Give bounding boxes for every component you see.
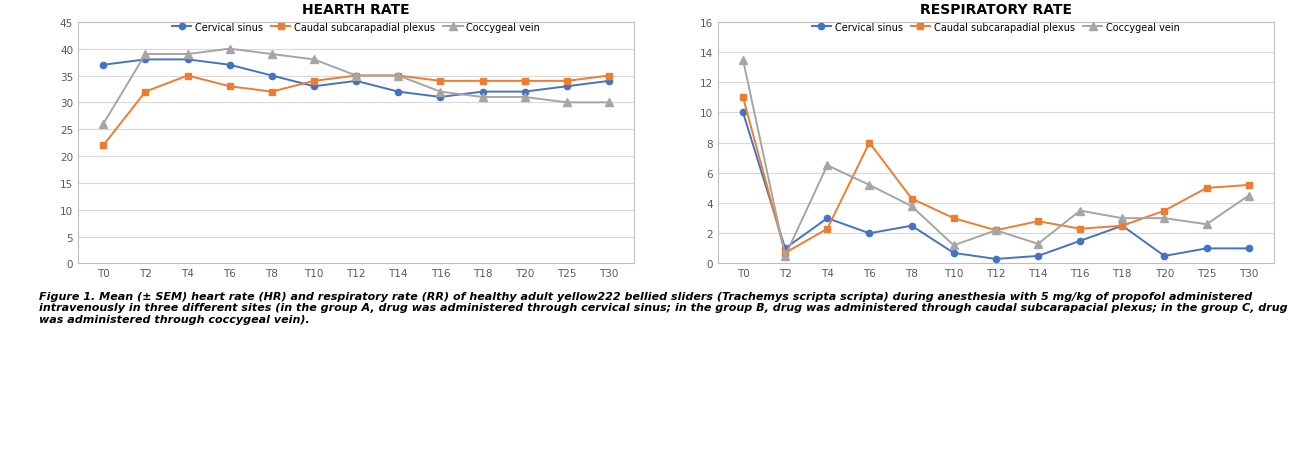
Cervical sinus — [1030, 253, 1045, 259]
Caudal subcarapadial plexus — [517, 79, 533, 85]
Cervical sinus — [601, 79, 616, 85]
Cervical sinus — [95, 63, 110, 68]
Cervical sinus — [222, 63, 238, 68]
Cervical sinus — [517, 90, 533, 95]
Line: Cervical sinus: Cervical sinus — [740, 110, 1252, 263]
Text: Figure 1. Mean (± SEM) heart rate (HR) and respiratory rate (RR) of healthy adul: Figure 1. Mean (± SEM) heart rate (HR) a… — [39, 291, 1287, 324]
Coccygeal vein — [474, 95, 490, 101]
Cervical sinus — [988, 257, 1004, 262]
Cervical sinus — [307, 84, 322, 90]
Caudal subcarapadial plexus — [95, 143, 110, 149]
Cervical sinus — [862, 231, 878, 237]
Coccygeal vein — [1072, 208, 1088, 214]
Caudal subcarapadial plexus — [862, 141, 878, 146]
Coccygeal vein — [390, 74, 406, 79]
Legend: Cervical sinus, Caudal subcarapadial plexus, Coccygeal vein: Cervical sinus, Caudal subcarapadial ple… — [172, 23, 541, 33]
Coccygeal vein — [601, 101, 616, 106]
Cervical sinus — [946, 251, 962, 256]
Coccygeal vein — [517, 95, 533, 101]
Coccygeal vein — [1157, 216, 1173, 222]
Legend: Cervical sinus, Caudal subcarapadial plexus, Coccygeal vein: Cervical sinus, Caudal subcarapadial ple… — [811, 23, 1180, 33]
Line: Cervical sinus: Cervical sinus — [100, 57, 612, 101]
Coccygeal vein — [1030, 242, 1045, 247]
Cervical sinus — [264, 74, 280, 79]
Caudal subcarapadial plexus — [307, 79, 322, 85]
Title: HEARTH RATE: HEARTH RATE — [303, 4, 410, 17]
Caudal subcarapadial plexus — [222, 84, 238, 90]
Cervical sinus — [179, 57, 195, 63]
Cervical sinus — [819, 216, 835, 222]
Coccygeal vein — [988, 228, 1004, 233]
Coccygeal vein — [433, 90, 448, 95]
Cervical sinus — [138, 57, 153, 63]
Cervical sinus — [348, 79, 364, 85]
Coccygeal vein — [819, 163, 835, 169]
Caudal subcarapadial plexus — [946, 216, 962, 222]
Cervical sinus — [433, 95, 448, 101]
Cervical sinus — [903, 223, 919, 229]
Cervical sinus — [1072, 238, 1088, 244]
Caudal subcarapadial plexus — [1199, 186, 1214, 191]
Cervical sinus — [1157, 253, 1173, 259]
Cervical sinus — [736, 111, 751, 116]
Coccygeal vein — [946, 243, 962, 248]
Caudal subcarapadial plexus — [390, 74, 406, 79]
Caudal subcarapadial plexus — [474, 79, 490, 85]
Coccygeal vein — [777, 253, 793, 259]
Coccygeal vein — [138, 52, 153, 58]
Line: Coccygeal vein: Coccygeal vein — [100, 46, 612, 128]
Caudal subcarapadial plexus — [1242, 183, 1257, 188]
Caudal subcarapadial plexus — [819, 227, 835, 232]
Coccygeal vein — [179, 52, 195, 58]
Caudal subcarapadial plexus — [1030, 219, 1045, 224]
Title: RESPIRATORY RATE: RESPIRATORY RATE — [920, 4, 1072, 17]
Cervical sinus — [1199, 246, 1214, 252]
Caudal subcarapadial plexus — [1072, 227, 1088, 232]
Caudal subcarapadial plexus — [1114, 223, 1130, 229]
Cervical sinus — [777, 246, 793, 252]
Caudal subcarapadial plexus — [559, 79, 575, 85]
Caudal subcarapadial plexus — [179, 74, 195, 79]
Coccygeal vein — [903, 204, 919, 209]
Caudal subcarapadial plexus — [988, 228, 1004, 233]
Caudal subcarapadial plexus — [264, 90, 280, 95]
Coccygeal vein — [222, 47, 238, 52]
Caudal subcarapadial plexus — [1157, 208, 1173, 214]
Caudal subcarapadial plexus — [138, 90, 153, 95]
Line: Coccygeal vein: Coccygeal vein — [740, 56, 1252, 260]
Coccygeal vein — [736, 58, 751, 63]
Coccygeal vein — [95, 122, 110, 127]
Coccygeal vein — [348, 74, 364, 79]
Coccygeal vein — [559, 101, 575, 106]
Cervical sinus — [1114, 223, 1130, 229]
Coccygeal vein — [307, 57, 322, 63]
Cervical sinus — [390, 90, 406, 95]
Coccygeal vein — [1199, 222, 1214, 228]
Coccygeal vein — [1114, 216, 1130, 222]
Coccygeal vein — [1242, 193, 1257, 199]
Caudal subcarapadial plexus — [601, 74, 616, 79]
Caudal subcarapadial plexus — [777, 251, 793, 256]
Line: Caudal subcarapadial plexus: Caudal subcarapadial plexus — [100, 73, 612, 149]
Caudal subcarapadial plexus — [736, 96, 751, 101]
Caudal subcarapadial plexus — [348, 74, 364, 79]
Cervical sinus — [559, 84, 575, 90]
Cervical sinus — [1242, 246, 1257, 252]
Coccygeal vein — [862, 183, 878, 188]
Caudal subcarapadial plexus — [433, 79, 448, 85]
Cervical sinus — [474, 90, 490, 95]
Coccygeal vein — [264, 52, 280, 58]
Line: Caudal subcarapadial plexus: Caudal subcarapadial plexus — [740, 95, 1252, 257]
Caudal subcarapadial plexus — [903, 197, 919, 202]
